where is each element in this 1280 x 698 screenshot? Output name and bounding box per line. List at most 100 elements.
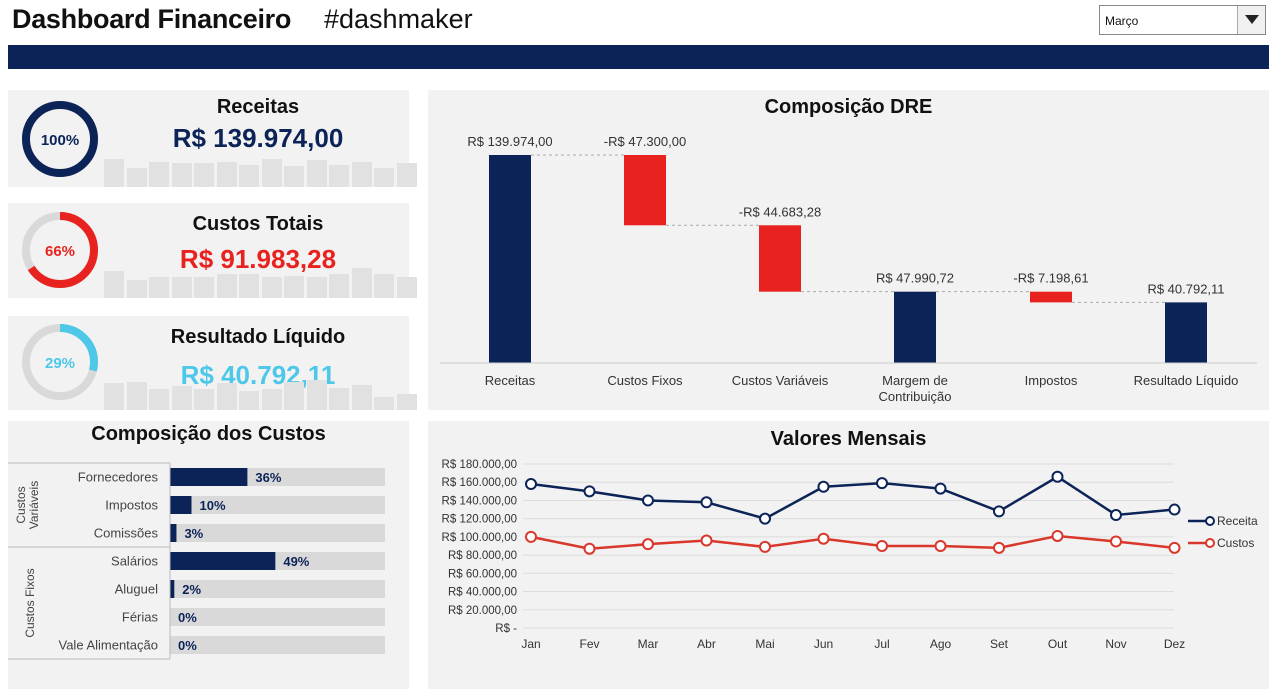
dre-bar-value-label: -R$ 47.300,00	[604, 134, 686, 149]
x-tick-label: Ago	[930, 637, 952, 651]
series-point	[1051, 470, 1064, 483]
x-tick-label: Mar	[638, 637, 659, 651]
y-tick-label: R$ 140.000,00	[442, 495, 517, 507]
sparkline-bar	[239, 390, 259, 410]
month-select-dropdown-button[interactable]	[1237, 6, 1265, 34]
cost-bar-percent: 10%	[200, 498, 226, 513]
series-line	[530, 534, 1175, 550]
cost-bar-track	[170, 580, 385, 598]
sparkline-bar	[261, 158, 282, 187]
cost-group-label: Custos Fixos	[23, 568, 37, 637]
series-point	[817, 480, 830, 493]
series-point	[1110, 535, 1122, 548]
legend-marker	[1205, 538, 1215, 548]
sparkline-bar	[396, 277, 417, 298]
month-select[interactable]: Março	[1099, 5, 1266, 35]
cost-bar-percent: 0%	[178, 638, 197, 653]
cost-bar	[170, 580, 175, 598]
sparkline-bar	[104, 271, 124, 298]
cost-item-label: Comissões	[94, 526, 159, 541]
sparkline-bar	[284, 381, 304, 410]
costs-bar-chart: Fornecedores 36% Impostos 10% Comissões 3% Sal…	[8, 462, 385, 660]
monthly-panel: Valores Mensais R$ - R$ 20.000,00 R$ 40.00…	[428, 421, 1269, 689]
sparkline-bar	[126, 280, 147, 298]
dre-waterfall-chart: R$ 139.974,00 Receitas -R$ 47.300,00 Custos…	[440, 134, 1257, 404]
chevron-down-icon	[1245, 15, 1259, 24]
dre-bar-value-label: -R$ 7.198,61	[1013, 271, 1088, 286]
cost-bar-percent: 2%	[182, 582, 201, 597]
sparkline-bar	[374, 167, 394, 187]
series-point	[525, 530, 537, 543]
sparkline-bar	[239, 164, 259, 187]
series-point	[993, 505, 1005, 518]
cost-group-label: CustosVariáveis	[14, 481, 41, 529]
dre-category-label-line: Margem de	[882, 373, 948, 388]
kpi-card-receitas: 100% Receitas R$ 139.974,00	[8, 90, 417, 187]
kpi-value: R$ 91.983,28	[179, 244, 337, 274]
cost-bar-track	[170, 636, 385, 654]
sparkline-bar	[351, 161, 372, 187]
cost-bar-track	[170, 496, 385, 514]
series-point	[525, 478, 537, 491]
dre-bar	[1030, 291, 1072, 303]
sparkline-bar	[329, 387, 349, 410]
cost-bar	[170, 552, 276, 570]
dre-category-label: Custos Variáveis	[732, 373, 829, 388]
cost-item-label: Salários	[111, 554, 158, 569]
donut-percent-label: 29%	[45, 355, 75, 372]
cost-group-label-line: Variáveis	[27, 481, 41, 529]
series-point	[934, 482, 947, 495]
cost-bar	[170, 524, 177, 542]
cost-item-label: Fornecedores	[78, 470, 159, 485]
legend-label: Receita	[1217, 514, 1258, 528]
sparkline-bars	[104, 268, 417, 298]
series-point	[993, 541, 1005, 554]
series-point	[700, 496, 713, 509]
kpi-card-custos-totais: 66% Custos Totais R$ 91.983,28	[8, 203, 417, 298]
dre-category-label: Custos Fixos	[607, 373, 683, 388]
kpi-title: Receitas	[216, 96, 300, 118]
sparkline-bar	[374, 396, 394, 410]
series-point	[642, 538, 654, 551]
x-tick-label: Fev	[579, 637, 599, 651]
sparkline-bar	[194, 163, 214, 187]
kpi-value: R$ 139.974,00	[172, 123, 344, 153]
x-tick-label: Out	[1048, 637, 1068, 651]
sparkline-bar	[374, 274, 394, 298]
y-tick-label: R$ -	[495, 623, 517, 635]
sparkline-bar	[104, 158, 124, 187]
sparkline-bar	[306, 380, 327, 410]
sparkline-bar	[329, 274, 349, 298]
donut-arc	[22, 101, 98, 177]
cost-bar-percent: 49%	[283, 554, 309, 569]
legend-marker	[1205, 516, 1215, 526]
sparkline-bar	[351, 268, 372, 298]
sparkline-bar	[351, 384, 372, 410]
dre-bar	[624, 155, 666, 226]
dre-bar-value-label: R$ 139.974,00	[467, 134, 552, 149]
y-tick-label: R$ 180.000,00	[442, 459, 517, 471]
cost-bar-track	[170, 524, 385, 542]
series-point	[1051, 529, 1064, 542]
sparkline-bar	[306, 277, 327, 298]
cost-item-label: Impostos	[105, 498, 158, 513]
y-tick-label: R$ 20.000,00	[448, 605, 517, 617]
series-point	[759, 540, 771, 553]
y-tick-label: R$ 160.000,00	[442, 477, 517, 489]
sparkline-bar	[171, 163, 192, 187]
dre-bar	[489, 155, 531, 363]
sparkline-bars	[104, 157, 417, 187]
series-line	[530, 475, 1175, 521]
series-point	[876, 540, 888, 552]
donut-progress-receitas: 100%	[22, 101, 98, 177]
series-point	[1168, 541, 1181, 554]
y-tick-label: R$ 100.000,00	[442, 532, 517, 544]
dre-bar	[894, 291, 936, 363]
dre-category-label: Margem de Contribuição	[879, 373, 952, 404]
sparkline-bar	[126, 381, 147, 410]
series-point	[759, 512, 771, 525]
cost-bar-percent: 0%	[178, 610, 197, 625]
dre-bar-value-label: -R$ 44.683,28	[739, 204, 821, 219]
dre-category-label: Impostos	[1025, 373, 1078, 388]
sparkline-bar	[171, 386, 192, 410]
